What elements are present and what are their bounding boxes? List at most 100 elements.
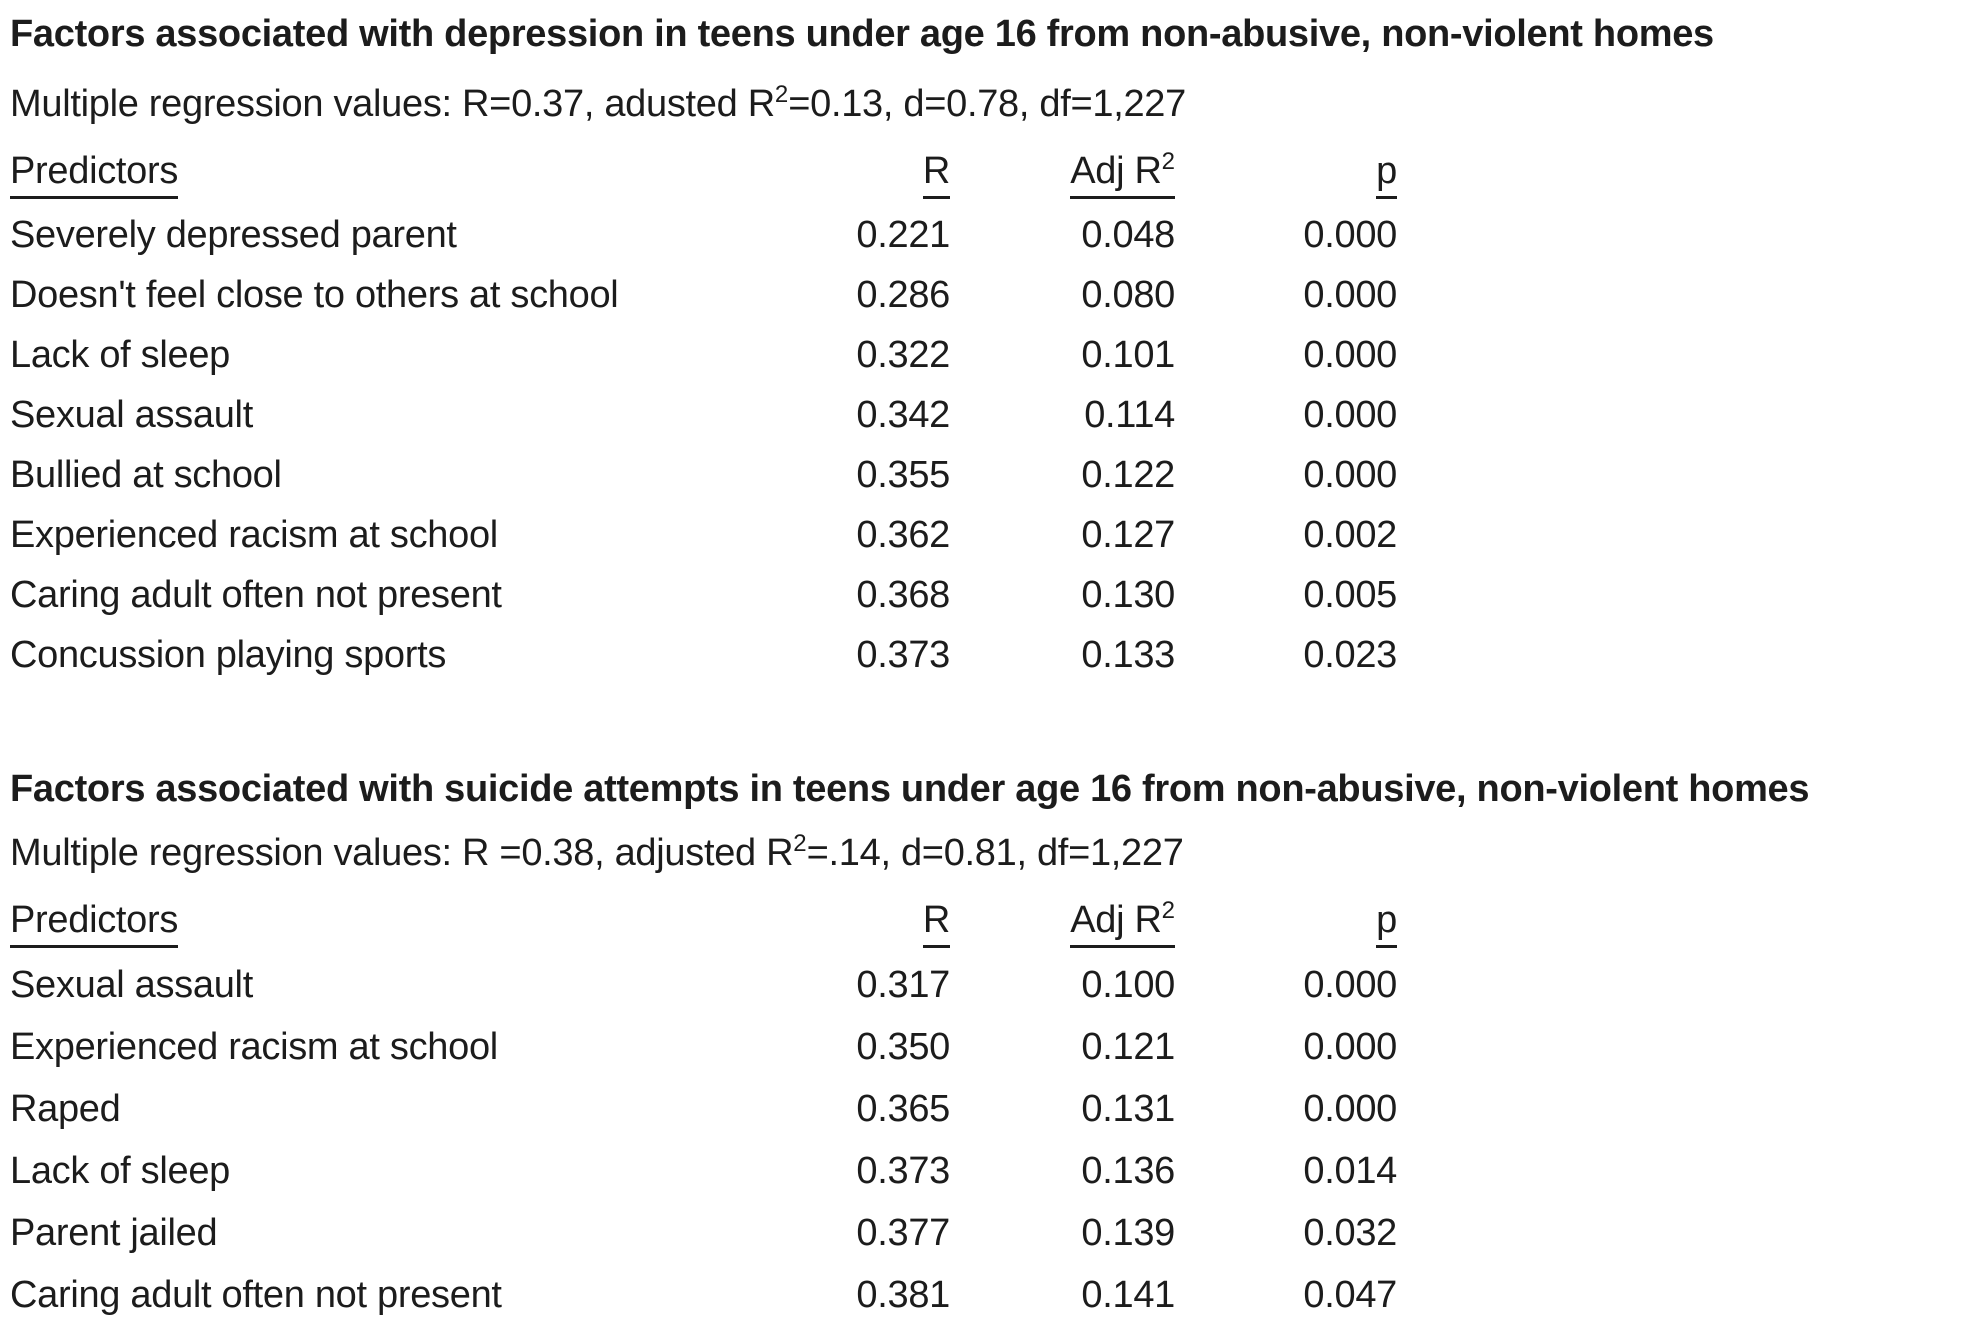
- predictor-cell: Caring adult often not present: [10, 573, 502, 616]
- predictor-cell: Lack of sleep: [10, 333, 231, 376]
- adj-r2-value-cell: 0.139: [1081, 1211, 1175, 1254]
- table-row: Sexual assault 0.317 0.100 0.000: [10, 954, 1397, 1016]
- adj-r2-value-cell: 0.048: [1081, 213, 1175, 256]
- predictor-cell: Sexual assault: [10, 963, 253, 1006]
- predictor-cell: Severely depressed parent: [10, 213, 457, 256]
- adj-r2-value-cell: 0.131: [1081, 1087, 1175, 1130]
- r-value-cell: 0.342: [856, 393, 950, 436]
- p-value-cell: 0.014: [1303, 1149, 1397, 1192]
- suicide-table-header: Predictors R Adj R2 p: [10, 892, 1397, 954]
- adj-r2-value-cell: 0.141: [1081, 1273, 1175, 1316]
- regression-summary-text: Multiple regression values: R =0.38, adj…: [10, 832, 794, 874]
- p-value-cell: 0.002: [1303, 513, 1397, 556]
- adj-r2-value-cell: 0.133: [1081, 633, 1175, 676]
- column-header-predictors: Predictors: [10, 143, 850, 205]
- p-value-cell: 0.047: [1303, 1273, 1397, 1316]
- r-value-cell: 0.362: [856, 513, 950, 556]
- depression-table: Predictors R Adj R2 p Severely depressed…: [10, 143, 1397, 685]
- column-header-adj-r2: Adj R2: [950, 892, 1175, 954]
- suicide-section-title: Factors associated with suicide attempts…: [10, 768, 1810, 810]
- adj-r2-value-cell: 0.130: [1081, 573, 1175, 616]
- suicide-table-body: Sexual assault 0.317 0.100 0.000 Experie…: [10, 954, 1397, 1326]
- suicide-attempts-section: Factors associated with suicide attempts…: [10, 765, 1974, 1326]
- r-value-cell: 0.286: [856, 273, 950, 316]
- depression-table-body: Severely depressed parent 0.221 0.048 0.…: [10, 205, 1397, 685]
- p-value-cell: 0.032: [1303, 1211, 1397, 1254]
- table-row: Caring adult often not present 0.381 0.1…: [10, 1264, 1397, 1326]
- adj-r2-value-cell: 0.122: [1081, 453, 1175, 496]
- adj-r2-value-cell: 0.114: [1084, 393, 1175, 436]
- r-value-cell: 0.373: [856, 633, 950, 676]
- column-header-r: R: [850, 143, 950, 205]
- depression-regression-summary: Multiple regression values: R=0.37, adus…: [10, 78, 1974, 135]
- adj-r2-value-cell: 0.136: [1081, 1149, 1175, 1192]
- depression-section-title: Factors associated with depression in te…: [10, 13, 1714, 55]
- predictor-cell: Experienced racism at school: [10, 513, 498, 556]
- table-row: Caring adult often not present 0.368 0.1…: [10, 565, 1397, 625]
- r-value-cell: 0.365: [856, 1087, 950, 1130]
- regression-summary-values: =.14, d=0.81, df=1,227: [806, 832, 1184, 874]
- adj-r2-value-cell: 0.080: [1081, 273, 1175, 316]
- table-row: Sexual assault 0.342 0.114 0.000: [10, 385, 1397, 445]
- table-row: Concussion playing sports 0.373 0.133 0.…: [10, 625, 1397, 685]
- column-header-p: p: [1175, 143, 1397, 205]
- r-value-cell: 0.221: [856, 213, 950, 256]
- predictor-cell: Doesn't feel close to others at school: [10, 273, 619, 316]
- table-row: Severely depressed parent 0.221 0.048 0.…: [10, 205, 1397, 265]
- table-row: Experienced racism at school 0.350 0.121…: [10, 1016, 1397, 1078]
- predictor-cell: Lack of sleep: [10, 1149, 231, 1192]
- depression-section: Factors associated with depression in te…: [10, 10, 1974, 685]
- table-row: Bullied at school 0.355 0.122 0.000: [10, 445, 1397, 505]
- predictor-cell: Parent jailed: [10, 1211, 218, 1254]
- regression-summary-values: =0.13, d=0.78, df=1,227: [788, 83, 1186, 125]
- predictor-cell: Caring adult often not present: [10, 1273, 502, 1316]
- p-value-cell: 0.005: [1303, 573, 1397, 616]
- p-value-cell: 0.000: [1303, 333, 1397, 376]
- p-value-cell: 0.000: [1303, 1025, 1397, 1068]
- r-value-cell: 0.368: [856, 573, 950, 616]
- adj-r2-value-cell: 0.127: [1081, 513, 1175, 556]
- p-value-cell: 0.000: [1303, 213, 1397, 256]
- table-row: Lack of sleep 0.373 0.136 0.014: [10, 1140, 1397, 1202]
- predictor-cell: Bullied at school: [10, 453, 282, 496]
- r-value-cell: 0.355: [856, 453, 950, 496]
- predictor-cell: Sexual assault: [10, 393, 253, 436]
- r-squared-superscript: 2: [793, 830, 807, 857]
- depression-table-header: Predictors R Adj R2 p: [10, 143, 1397, 205]
- header-row: Predictors R Adj R2 p: [10, 892, 1397, 954]
- p-value-cell: 0.000: [1303, 453, 1397, 496]
- predictor-cell: Experienced racism at school: [10, 1025, 498, 1068]
- predictor-cell: Raped: [10, 1087, 121, 1130]
- p-value-cell: 0.000: [1303, 963, 1397, 1006]
- r-squared-superscript: 2: [774, 81, 789, 108]
- suicide-attempts-table: Predictors R Adj R2 p Sexual assault 0.3…: [10, 892, 1397, 1326]
- table-row: Lack of sleep 0.322 0.101 0.000: [10, 325, 1397, 385]
- table-row: Experienced racism at school 0.362 0.127…: [10, 505, 1397, 565]
- column-header-p: p: [1175, 892, 1397, 954]
- p-value-cell: 0.000: [1303, 1087, 1397, 1130]
- p-value-cell: 0.000: [1303, 393, 1397, 436]
- r-value-cell: 0.377: [856, 1211, 950, 1254]
- table-row: Doesn't feel close to others at school 0…: [10, 265, 1397, 325]
- adj-r2-value-cell: 0.100: [1081, 963, 1175, 1006]
- header-row: Predictors R Adj R2 p: [10, 143, 1397, 205]
- adj-r2-value-cell: 0.101: [1081, 333, 1175, 376]
- table-row: Parent jailed 0.377 0.139 0.032: [10, 1202, 1397, 1264]
- r-value-cell: 0.381: [856, 1273, 950, 1316]
- r-value-cell: 0.350: [856, 1025, 950, 1068]
- column-header-adj-r2: Adj R2: [950, 143, 1175, 205]
- adj-r2-superscript: 2: [1161, 896, 1175, 924]
- adj-r2-value-cell: 0.121: [1081, 1025, 1175, 1068]
- suicide-regression-summary: Multiple regression values: R =0.38, adj…: [10, 827, 1974, 884]
- column-header-r: R: [850, 892, 950, 954]
- p-value-cell: 0.000: [1303, 273, 1397, 316]
- r-value-cell: 0.322: [856, 333, 950, 376]
- table-row: Raped 0.365 0.131 0.000: [10, 1078, 1397, 1140]
- p-value-cell: 0.023: [1303, 633, 1397, 676]
- adj-r2-superscript: 2: [1161, 147, 1175, 175]
- regression-summary-text: Multiple regression values: R=0.37, adus…: [10, 83, 775, 125]
- column-header-predictors: Predictors: [10, 892, 850, 954]
- predictor-cell: Concussion playing sports: [10, 633, 447, 676]
- r-value-cell: 0.317: [856, 963, 950, 1006]
